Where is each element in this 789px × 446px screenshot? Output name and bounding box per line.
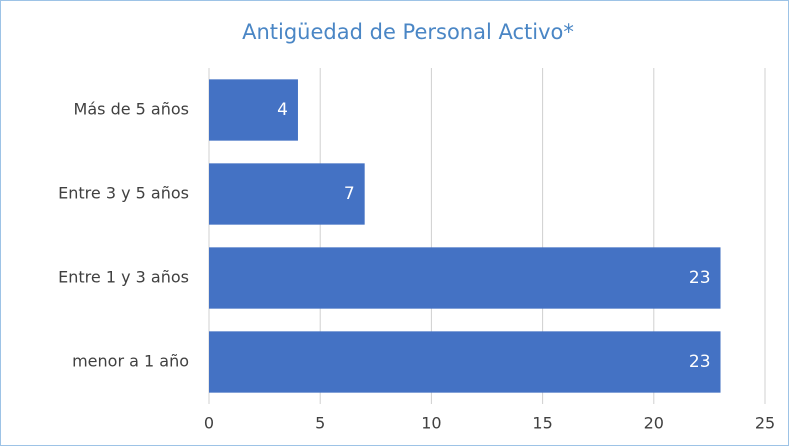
data-label: 4 — [277, 100, 288, 120]
bar — [209, 163, 365, 225]
bar — [209, 331, 721, 393]
y-tick-label: Entre 3 y 5 años — [58, 184, 189, 203]
x-tick-label: 5 — [315, 414, 325, 433]
data-label: 7 — [344, 184, 355, 204]
y-tick-label: Entre 1 y 3 años — [58, 268, 189, 287]
data-label: 23 — [689, 268, 711, 288]
y-tick-label: menor a 1 año — [72, 352, 189, 371]
x-tick-label: 20 — [644, 414, 664, 433]
x-tick-label: 0 — [204, 414, 214, 433]
chart-title: Antigüedad de Personal Activo* — [242, 20, 574, 44]
x-tick-label: 10 — [421, 414, 441, 433]
data-label: 23 — [689, 352, 711, 372]
bar — [209, 79, 298, 141]
y-tick-label: Más de 5 años — [74, 100, 189, 119]
bar — [209, 247, 721, 309]
x-tick-label: 15 — [532, 414, 552, 433]
x-tick-label: 25 — [755, 414, 775, 433]
